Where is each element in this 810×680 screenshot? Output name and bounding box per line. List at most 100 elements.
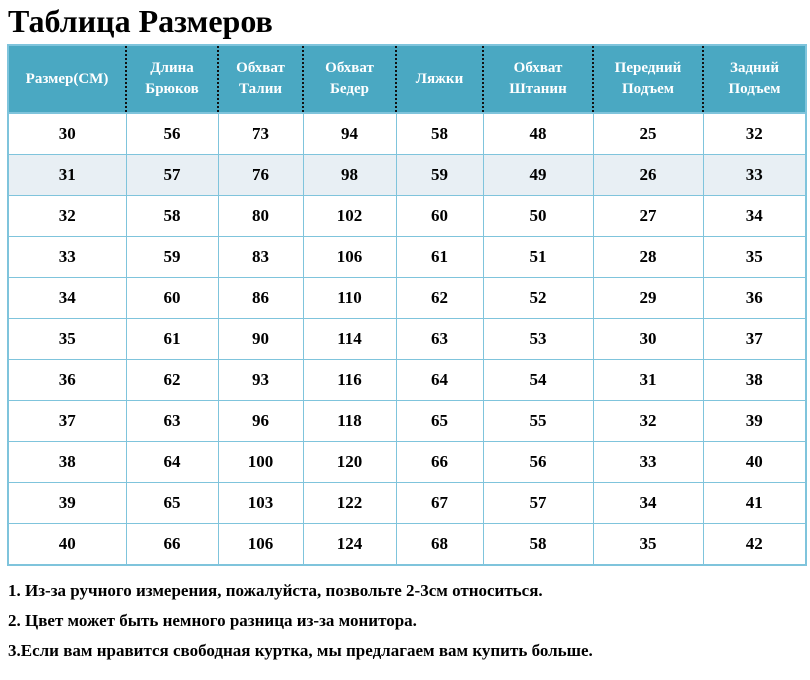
table-cell: 39 [702,400,807,442]
table-cell: 63 [125,400,219,442]
table-row: 40 66 106 124 68 58 35 42 [7,523,807,566]
table-cell: 51 [482,236,594,278]
table-cell: 33 [7,236,127,278]
notes-section: 1. Из-за ручного измерения, пожалуйста, … [8,576,810,666]
table-cell: 41 [702,482,807,524]
table-cell: 59 [395,154,484,196]
table-cell: 120 [302,441,397,483]
table-cell: 61 [125,318,219,360]
table-cell: 55 [482,400,594,442]
table-cell: 32 [7,195,127,237]
table-cell: 30 [592,318,704,360]
table-cell: 114 [302,318,397,360]
table-cell: 40 [7,523,127,566]
table-cell: 33 [592,441,704,483]
table-cell: 98 [302,154,397,196]
table-cell: 76 [217,154,304,196]
table-cell: 50 [482,195,594,237]
table-cell: 34 [702,195,807,237]
table-cell: 100 [217,441,304,483]
table-cell: 31 [592,359,704,401]
table-cell: 37 [7,400,127,442]
table-cell: 34 [7,277,127,319]
table-cell: 93 [217,359,304,401]
table-cell: 65 [395,400,484,442]
table-cell: 49 [482,154,594,196]
table-cell: 35 [702,236,807,278]
table-row: 39 65 103 122 67 57 34 41 [7,482,807,524]
table-cell: 64 [395,359,484,401]
size-table-body: 30 56 73 94 58 48 25 32 31 57 76 98 59 49 26 33 32 58 80 10… [7,112,807,566]
table-cell: 67 [395,482,484,524]
table-cell: 83 [217,236,304,278]
table-cell: 110 [302,277,397,319]
table-cell: 62 [395,277,484,319]
column-header-front-rise: Передний Подъем [593,45,704,114]
column-header-pants-length: Длина Брюков [126,45,219,114]
column-header-hips: Обхват Бедер [303,45,397,114]
table-row: 36 62 93 116 64 54 31 38 [7,359,807,401]
table-cell: 56 [482,441,594,483]
table-cell: 118 [302,400,397,442]
header-row: Размер(СМ) Длина Брюков Обхват Талии Обх… [8,45,806,114]
table-cell: 94 [302,112,397,155]
column-header-back-rise: Задний Подъем [703,45,806,114]
table-cell: 66 [395,441,484,483]
table-cell: 39 [7,482,127,524]
note-3: 3.Если вам нравится свободная куртка, мы… [8,641,593,660]
table-cell: 25 [592,112,704,155]
table-cell: 31 [7,154,127,196]
table-cell: 68 [395,523,484,566]
table-cell: 26 [592,154,704,196]
table-cell: 35 [592,523,704,566]
table-cell: 90 [217,318,304,360]
table-cell: 102 [302,195,397,237]
table-cell: 36 [702,277,807,319]
table-cell: 32 [592,400,704,442]
table-cell: 64 [125,441,219,483]
table-cell: 60 [395,195,484,237]
table-row: 35 61 90 114 63 53 30 37 [7,318,807,360]
table-cell: 35 [7,318,127,360]
table-cell: 56 [125,112,219,155]
table-cell: 28 [592,236,704,278]
table-cell: 96 [217,400,304,442]
table-cell: 62 [125,359,219,401]
table-cell: 34 [592,482,704,524]
table-cell: 37 [702,318,807,360]
table-cell: 86 [217,277,304,319]
table-cell: 30 [7,112,127,155]
table-cell: 52 [482,277,594,319]
note-2: 2. Цвет может быть немного разница из-за… [8,611,417,630]
table-cell: 106 [302,236,397,278]
table-cell: 38 [702,359,807,401]
size-table: Размер(СМ) Длина Брюков Обхват Талии Обх… [7,44,807,566]
table-cell: 106 [217,523,304,566]
table-row: 38 64 100 120 66 56 33 40 [7,441,807,483]
table-cell: 36 [7,359,127,401]
note-1: 1. Из-за ручного измерения, пожалуйста, … [8,581,543,600]
table-cell: 122 [302,482,397,524]
table-cell: 54 [482,359,594,401]
table-row: 34 60 86 110 62 52 29 36 [7,277,807,319]
table-cell: 58 [395,112,484,155]
table-cell: 57 [482,482,594,524]
table-row: 32 58 80 102 60 50 27 34 [7,195,807,237]
table-row: 37 63 96 118 65 55 32 39 [7,400,807,442]
table-cell: 29 [592,277,704,319]
column-header-leg-opening: Обхват Штанин [483,45,594,114]
table-cell: 48 [482,112,594,155]
table-cell: 58 [125,195,219,237]
table-cell: 73 [217,112,304,155]
table-row: 30 56 73 94 58 48 25 32 [7,112,807,155]
table-row: 31 57 76 98 59 49 26 33 [7,154,807,196]
table-cell: 40 [702,441,807,483]
column-header-waist: Обхват Талии [218,45,304,114]
page-title: Таблица Размеров [8,3,273,39]
table-cell: 66 [125,523,219,566]
table-cell: 63 [395,318,484,360]
table-cell: 53 [482,318,594,360]
table-cell: 60 [125,277,219,319]
table-cell: 57 [125,154,219,196]
table-cell: 38 [7,441,127,483]
